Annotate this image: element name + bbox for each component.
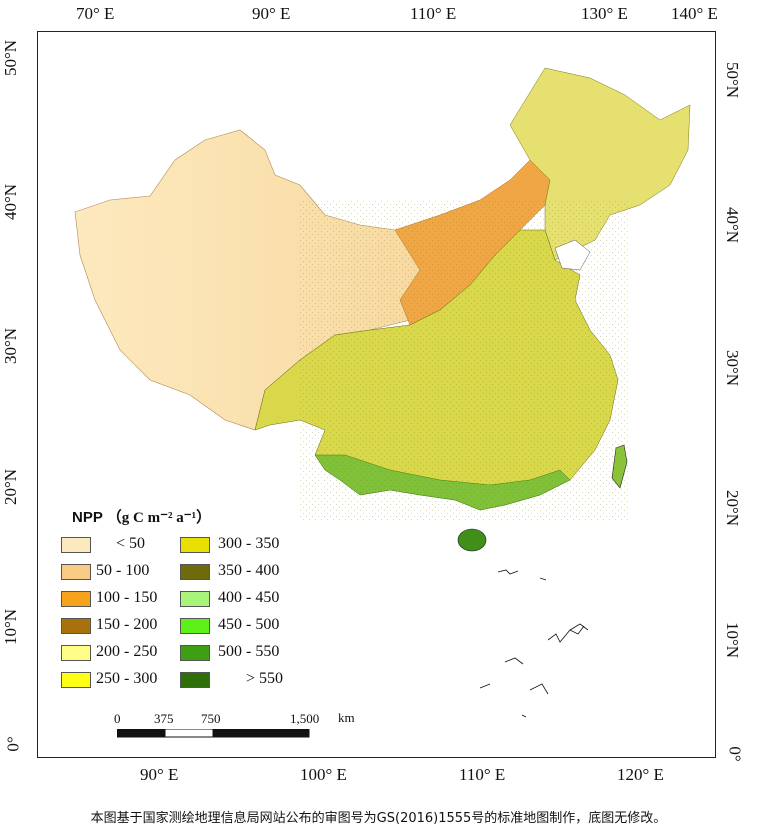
top-lon-tick: 70° E: [76, 4, 115, 23]
right-lat-tick: 50°N: [723, 61, 743, 99]
legend-label: 150 - 200: [96, 616, 158, 633]
legend-title: NPP （g C m⁻² a⁻¹）: [72, 506, 211, 527]
legend-label: 450 - 500: [218, 616, 280, 633]
legend-swatch: [61, 618, 91, 634]
map-frame: [37, 31, 716, 758]
left-lat-tick: 10°N: [1, 608, 21, 646]
right-lat-tick: 0°: [725, 746, 745, 762]
legend-swatch: [61, 591, 91, 607]
legend-label: 400 - 450: [218, 589, 280, 606]
legend-label: 100 - 150: [96, 589, 158, 606]
left-lat-tick: 20°N: [1, 468, 21, 506]
scale-unit: km: [338, 710, 355, 725]
right-lat-tick: 10°N: [723, 621, 743, 659]
bottom-lon-tick: 110° E: [459, 765, 506, 784]
south-sea-islands: [479, 569, 589, 718]
scale-bar: [117, 729, 310, 738]
top-lon-tick: 140° E: [671, 4, 718, 23]
legend-swatch: [61, 537, 91, 553]
map-footnote: 本图基于国家测绘地理信息局网站公布的审图号为GS(2016)1555号的标准地图…: [90, 811, 667, 826]
bohai-sea: [554, 239, 591, 271]
left-lat-tick: 50°N: [1, 39, 21, 77]
legend-label: 50 - 100: [96, 562, 150, 579]
legend-label: 350 - 400: [218, 562, 280, 579]
legend-title-main: NPP: [72, 509, 103, 526]
hainan-island: [457, 528, 487, 552]
legend-swatch: [61, 645, 91, 661]
right-lat-tick: 40°N: [723, 206, 743, 244]
left-lat-tick: 30°N: [1, 327, 21, 365]
legend-swatch: [180, 537, 210, 553]
right-lat-tick: 30°N: [723, 349, 743, 387]
top-lon-tick: 130° E: [581, 4, 628, 23]
legend-label: 200 - 250: [96, 643, 158, 660]
legend-swatch: [180, 564, 210, 580]
scale-label: 750: [201, 711, 221, 726]
right-lat-tick: 20°N: [723, 489, 743, 527]
top-lon-tick: 90° E: [252, 4, 291, 23]
legend-label: > 550: [246, 670, 284, 687]
legend-label: 300 - 350: [218, 535, 280, 552]
scale-label: 1,500: [290, 711, 320, 726]
scale-label: 375: [154, 711, 174, 726]
legend-swatch: [61, 672, 91, 688]
legend-label: 250 - 300: [96, 670, 158, 687]
top-lon-tick: 110° E: [410, 4, 457, 23]
bottom-lon-tick: 90° E: [140, 765, 179, 784]
taiwan-island: [611, 444, 628, 489]
left-lat-tick: 40°N: [1, 183, 21, 221]
bottom-lon-tick: 100° E: [300, 765, 347, 784]
legend-swatch: [180, 591, 210, 607]
left-lat-tick: 0°: [3, 736, 23, 752]
legend-title-unit: （g C m⁻² a⁻¹）: [106, 510, 212, 526]
legend-label: < 50: [116, 535, 146, 552]
legend-swatch: [180, 645, 210, 661]
legend-swatch: [180, 618, 210, 634]
legend-label: 500 - 550: [218, 643, 280, 660]
scale-label: 0: [114, 711, 121, 726]
legend-swatch: [61, 564, 91, 580]
bottom-lon-tick: 120° E: [617, 765, 664, 784]
legend-swatch: [180, 672, 210, 688]
